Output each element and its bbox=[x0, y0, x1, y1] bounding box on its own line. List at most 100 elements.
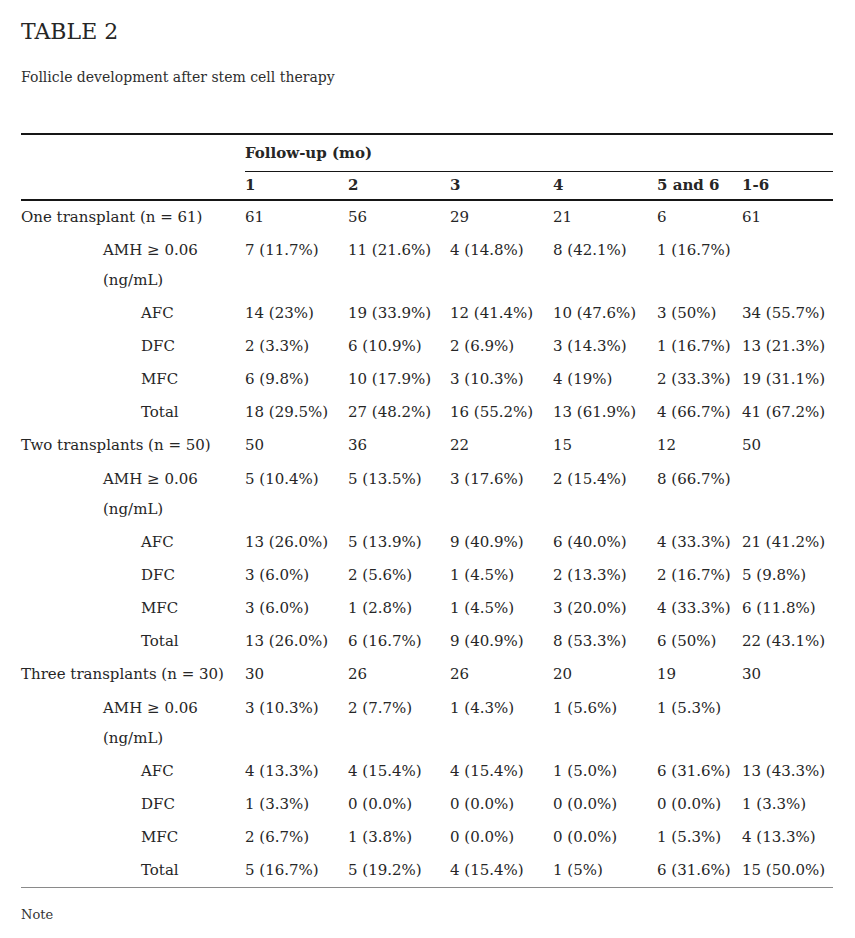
table-row: Total5 (16.7%)5 (19.2%)4 (15.4%)1 (5%)6 … bbox=[21, 854, 833, 887]
value-cell: 13 (61.9%) bbox=[553, 396, 657, 429]
row-label: MFC bbox=[21, 592, 245, 625]
row-label: DFC bbox=[21, 330, 245, 363]
value-cell: 8 (66.7%) bbox=[657, 463, 742, 526]
value-cell: 13 (21.3%) bbox=[742, 330, 833, 363]
value-cell: 3 (6.0%) bbox=[245, 592, 348, 625]
value-cell bbox=[742, 234, 833, 297]
value-cell: 2 (7.7%) bbox=[348, 692, 450, 755]
row-label: Total bbox=[21, 396, 245, 429]
value-cell: 1 (3.8%) bbox=[348, 821, 450, 854]
row-label: MFC bbox=[21, 821, 245, 854]
row-label-line: AMH ≥ 0.06 bbox=[103, 241, 198, 259]
header-spacer-cell bbox=[21, 171, 245, 200]
row-label: AFC bbox=[21, 297, 245, 330]
value-cell: 0 (0.0%) bbox=[348, 788, 450, 821]
group-header-row: Follow-up (mo) bbox=[21, 134, 833, 171]
count-cell: 6 bbox=[657, 200, 742, 234]
row-label-line2: (ng/mL) bbox=[103, 272, 241, 289]
row-label-line: AMH ≥ 0.06 bbox=[103, 470, 198, 488]
value-cell: 2 (6.7%) bbox=[245, 821, 348, 854]
row-label-line2: (ng/mL) bbox=[103, 730, 241, 747]
count-cell: 20 bbox=[553, 658, 657, 692]
row-label: AMH ≥ 0.06(ng/mL) bbox=[21, 692, 245, 755]
value-cell: 6 (9.8%) bbox=[245, 363, 348, 396]
value-cell: 19 (33.9%) bbox=[348, 297, 450, 330]
row-label-line: MFC bbox=[141, 828, 178, 846]
value-cell: 4 (14.8%) bbox=[450, 234, 553, 297]
value-cell: 16 (55.2%) bbox=[450, 396, 553, 429]
value-cell: 0 (0.0%) bbox=[553, 788, 657, 821]
row-label: AMH ≥ 0.06 (ng/mL) bbox=[21, 463, 245, 526]
count-cell: 29 bbox=[450, 200, 553, 234]
value-cell: 1 (5.3%) bbox=[657, 692, 742, 755]
value-cell: 6 (16.7%) bbox=[348, 625, 450, 658]
row-label: Total bbox=[21, 625, 245, 658]
table-subtitle: Follicle development after stem cell the… bbox=[21, 69, 834, 87]
value-cell: 2 (16.7%) bbox=[657, 559, 742, 592]
value-cell: 6 (50%) bbox=[657, 625, 742, 658]
value-cell: 4 (33.3%) bbox=[657, 592, 742, 625]
table-row: DFC3 (6.0%)2 (5.6%)1 (4.5%)2 (13.3%)2 (1… bbox=[21, 559, 833, 592]
value-cell: 4 (15.4%) bbox=[450, 854, 553, 887]
value-cell: 1 (5.3%) bbox=[657, 821, 742, 854]
column-header-month-1-6: 1-6 bbox=[742, 171, 833, 200]
value-cell: 10 (17.9%) bbox=[348, 363, 450, 396]
value-cell: 27 (48.2%) bbox=[348, 396, 450, 429]
table-row: Total13 (26.0%)6 (16.7%)9 (40.9%)8 (53.3… bbox=[21, 625, 833, 658]
value-cell: 6 (31.6%) bbox=[657, 854, 742, 887]
row-label: MFC bbox=[21, 363, 245, 396]
row-label-line: MFC bbox=[141, 599, 178, 617]
row-label: DFC bbox=[21, 559, 245, 592]
table-row: Total18 (29.5%)27 (48.2%)16 (55.2%)13 (6… bbox=[21, 396, 833, 429]
count-cell: 50 bbox=[245, 429, 348, 463]
value-cell: 3 (20.0%) bbox=[553, 592, 657, 625]
value-cell: 3 (6.0%) bbox=[245, 559, 348, 592]
followup-group-header: Follow-up (mo) bbox=[245, 134, 833, 171]
row-label-line: AFC bbox=[141, 533, 174, 551]
value-cell: 0 (0.0%) bbox=[553, 821, 657, 854]
value-cell: 1 (5%) bbox=[553, 854, 657, 887]
value-cell: 3 (10.3%) bbox=[450, 363, 553, 396]
row-label: Total bbox=[21, 854, 245, 887]
value-cell: 10 (47.6%) bbox=[553, 297, 657, 330]
row-label-line: MFC bbox=[141, 370, 178, 388]
value-cell: 4 (15.4%) bbox=[348, 755, 450, 788]
value-cell: 22 (43.1%) bbox=[742, 625, 833, 658]
value-cell: 1 (5.6%) bbox=[553, 692, 657, 755]
value-cell: 34 (55.7%) bbox=[742, 297, 833, 330]
value-cell: 2 (13.3%) bbox=[553, 559, 657, 592]
row-label: AFC bbox=[21, 526, 245, 559]
value-cell: 4 (13.3%) bbox=[245, 755, 348, 788]
column-header-row: 1 2 3 4 5 and 6 1-6 bbox=[21, 171, 833, 200]
count-cell: 36 bbox=[348, 429, 450, 463]
value-cell: 6 (40.0%) bbox=[553, 526, 657, 559]
value-cell: 9 (40.9%) bbox=[450, 625, 553, 658]
row-label: AMH ≥ 0.06 (ng/mL) bbox=[21, 234, 245, 297]
value-cell: 4 (15.4%) bbox=[450, 755, 553, 788]
value-cell: 15 (50.0%) bbox=[742, 854, 833, 887]
header-spacer-cell bbox=[21, 134, 245, 171]
value-cell: 5 (9.8%) bbox=[742, 559, 833, 592]
count-cell: 12 bbox=[657, 429, 742, 463]
table-row: DFC2 (3.3%)6 (10.9%)2 (6.9%)3 (14.3%)1 (… bbox=[21, 330, 833, 363]
row-label-line2: (ng/mL) bbox=[103, 501, 241, 518]
value-cell: 0 (0.0%) bbox=[450, 821, 553, 854]
count-cell: 30 bbox=[245, 658, 348, 692]
value-cell: 4 (33.3%) bbox=[657, 526, 742, 559]
row-label-line: DFC bbox=[141, 795, 175, 813]
table-row: MFC6 (9.8%)10 (17.9%)3 (10.3%)4 (19%)2 (… bbox=[21, 363, 833, 396]
table-row: AMH ≥ 0.06(ng/mL)7 (11.7%)11 (21.6%)4 (1… bbox=[21, 234, 833, 297]
section-label: Two transplants (n = 50) bbox=[21, 429, 245, 463]
value-cell: 6 (10.9%) bbox=[348, 330, 450, 363]
section-header-row: Two transplants (n = 50)503622151250 bbox=[21, 429, 833, 463]
value-cell: 1 (3.3%) bbox=[245, 788, 348, 821]
value-cell: 21 (41.2%) bbox=[742, 526, 833, 559]
value-cell: 6 (31.6%) bbox=[657, 755, 742, 788]
column-header-month-5-6: 5 and 6 bbox=[657, 171, 742, 200]
value-cell: 1 (4.5%) bbox=[450, 592, 553, 625]
table-row: AFC13 (26.0%)5 (13.9%)9 (40.9%)6 (40.0%)… bbox=[21, 526, 833, 559]
value-cell: 4 (13.3%) bbox=[742, 821, 833, 854]
value-cell: 1 (3.3%) bbox=[742, 788, 833, 821]
row-label-line: Total bbox=[141, 403, 179, 421]
table-row: AFC4 (13.3%)4 (15.4%)4 (15.4%)1 (5.0%)6 … bbox=[21, 755, 833, 788]
